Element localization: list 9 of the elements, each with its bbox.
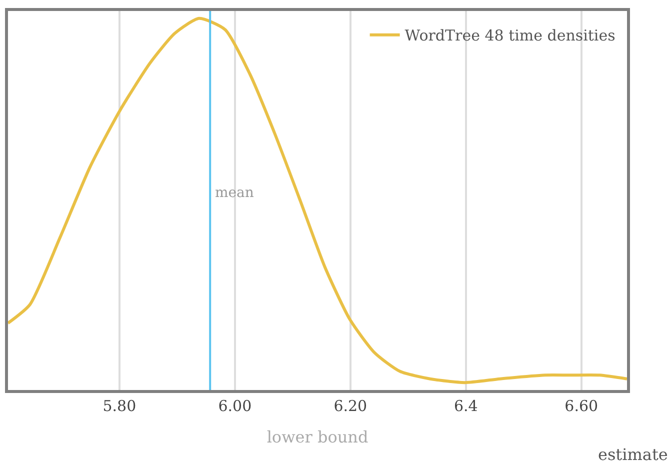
x-axis-title: lower bound: [266, 428, 368, 447]
x-tick-label: 5.80: [102, 397, 136, 415]
legend-label: WordTree 48 time densities: [404, 26, 616, 45]
x-tick-label: 6.20: [334, 397, 368, 415]
x-tick-label: 6.60: [564, 397, 598, 415]
x-tick-label: 6.4: [454, 397, 478, 415]
ref-line-label: mean: [215, 185, 254, 201]
x-tick-label: 6.00: [218, 397, 252, 415]
text: estimate: [598, 445, 668, 461]
